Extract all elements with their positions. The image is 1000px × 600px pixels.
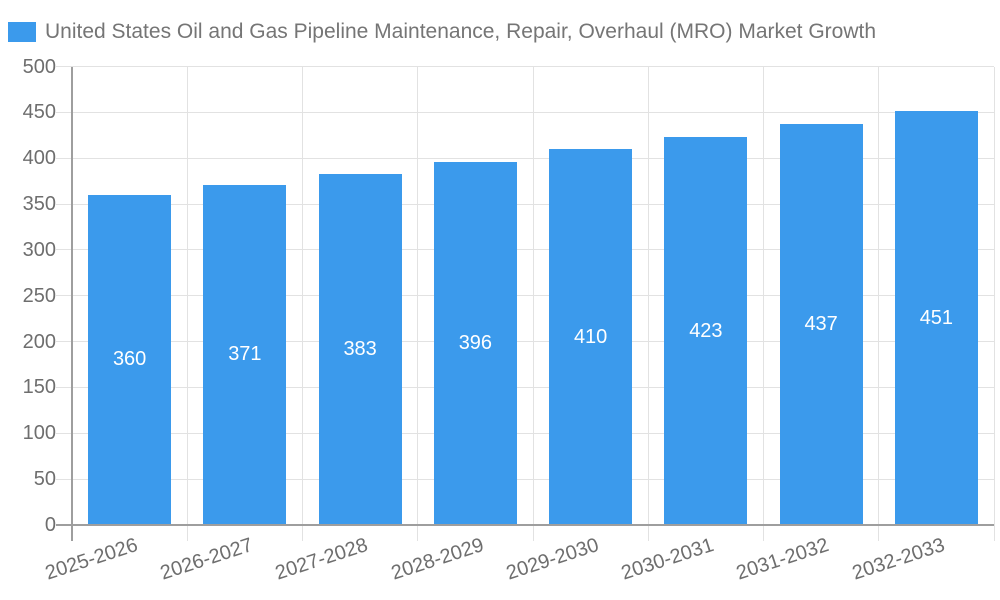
y-axis-tick-label: 0	[44, 514, 56, 536]
bar[interactable]	[664, 137, 748, 524]
y-axis-tick-label: 400	[22, 147, 56, 170]
y-tick	[56, 111, 72, 113]
y-axis-tick-label: 350	[22, 193, 56, 216]
x-gridline	[186, 66, 188, 525]
y-axis-line	[71, 66, 73, 541]
bar-value-label: 410	[573, 325, 608, 348]
legend-label[interactable]: United States Oil and Gas Pipeline Maint…	[45, 20, 877, 43]
y-axis-tick-label: 450	[22, 101, 56, 124]
y-axis-tick-label: 200	[22, 330, 56, 353]
x-tick	[763, 525, 764, 541]
bar-value-label: 396	[458, 331, 493, 354]
y-tick	[56, 341, 72, 343]
y-axis-tick-label: 50	[33, 468, 56, 491]
x-axis-tick-label: 2025-2026	[42, 534, 141, 585]
bar-value-label: 451	[919, 306, 954, 329]
y-tick	[56, 157, 72, 159]
x-axis-tick-label: 2028-2029	[388, 534, 487, 585]
x-axis-tick-label: 2032-2033	[849, 534, 948, 585]
x-gridline	[763, 66, 764, 525]
y-axis-tick-label: 150	[22, 376, 56, 399]
y-axis-tick-label: 300	[22, 238, 56, 261]
bar[interactable]	[894, 111, 978, 524]
x-axis-tick-label: 2029-2030	[503, 534, 602, 585]
x-axis-tick-label: 2031-2032	[734, 534, 832, 585]
y-tick	[56, 478, 72, 480]
legend[interactable]: United States Oil and Gas Pipeline Maint…	[8, 20, 876, 44]
x-axis-line	[56, 524, 994, 526]
x-axis-tick-label: 2026-2027	[157, 534, 256, 585]
x-gridline	[647, 66, 649, 525]
x-gridline	[417, 66, 419, 525]
bar[interactable]	[203, 184, 287, 524]
y-axis-tick-label: 100	[22, 422, 56, 445]
x-tick	[417, 525, 419, 541]
x-tick	[186, 525, 188, 541]
bar-value-label: 437	[804, 313, 838, 336]
x-gridline	[532, 66, 534, 525]
bar[interactable]	[779, 124, 863, 524]
bar-value-label: 371	[228, 343, 262, 366]
y-axis-tick-label: 250	[22, 284, 56, 307]
x-axis-tick-label: 2030-2031	[618, 534, 717, 585]
bar-value-label: 383	[343, 337, 377, 360]
x-gridline	[878, 66, 880, 525]
x-gridline	[302, 66, 303, 525]
bar[interactable]	[88, 194, 172, 524]
bar-value-label: 423	[689, 319, 723, 342]
x-tick	[647, 525, 649, 541]
x-tick	[878, 525, 880, 541]
x-tick	[302, 525, 303, 541]
bar[interactable]	[433, 161, 517, 524]
bar[interactable]	[549, 149, 633, 524]
x-axis-tick-label: 2027-2028	[273, 534, 371, 585]
y-tick	[56, 295, 72, 297]
y-tick	[56, 249, 72, 251]
x-gridline	[993, 66, 995, 525]
y-tick	[56, 432, 72, 434]
x-tick	[993, 525, 995, 541]
y-axis-tick-label: 500	[22, 55, 56, 78]
y-tick	[56, 66, 72, 67]
y-tick	[56, 386, 72, 388]
x-tick	[532, 525, 534, 541]
legend-swatch[interactable]	[8, 22, 36, 42]
bar-value-label: 360	[112, 348, 147, 371]
bar[interactable]	[318, 173, 402, 524]
y-tick	[56, 203, 72, 205]
